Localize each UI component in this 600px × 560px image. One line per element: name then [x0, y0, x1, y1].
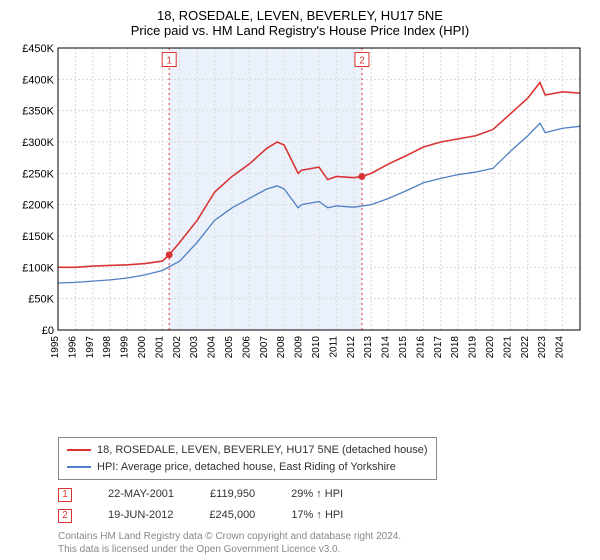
price-chart: £0 £50K £100K £150K £200K £250K £300K £350K £400…: [12, 42, 588, 372]
svg-text:£50K: £50K: [28, 294, 54, 306]
svg-text:£100K: £100K: [22, 262, 54, 274]
title-block: 18, ROSEDALE, LEVEN, BEVERLEY, HU17 5NE …: [12, 8, 588, 38]
svg-text:2019: 2019: [468, 336, 479, 359]
svg-text:1998: 1998: [102, 336, 113, 359]
sale-date: 19-JUN-2012: [108, 505, 173, 526]
legend-swatch-hpi: [67, 466, 91, 468]
svg-text:£300K: £300K: [22, 137, 54, 149]
title-address: 18, ROSEDALE, LEVEN, BEVERLEY, HU17 5NE: [12, 8, 588, 23]
footer: Contains HM Land Registry data © Crown c…: [58, 530, 588, 556]
legend-label-property: 18, ROSEDALE, LEVEN, BEVERLEY, HU17 5NE …: [97, 442, 428, 459]
sales-list: 1 22-MAY-2001 £119,950 29% ↑ HPI 2 19-JU…: [58, 484, 588, 526]
svg-text:2003: 2003: [189, 336, 200, 359]
svg-text:2009: 2009: [294, 336, 305, 359]
legend-swatch-property: [67, 449, 91, 451]
sale-row: 1 22-MAY-2001 £119,950 29% ↑ HPI: [58, 484, 588, 505]
svg-text:1997: 1997: [85, 336, 96, 359]
svg-text:2023: 2023: [537, 336, 548, 359]
svg-text:2012: 2012: [346, 336, 357, 359]
svg-text:£450K: £450K: [22, 43, 54, 55]
sale-price: £245,000: [209, 505, 255, 526]
svg-text:2: 2: [359, 56, 365, 67]
svg-text:1996: 1996: [67, 336, 78, 359]
svg-text:2007: 2007: [259, 336, 270, 359]
svg-text:2001: 2001: [154, 336, 165, 359]
svg-text:2013: 2013: [363, 336, 374, 359]
sale-delta: 17% ↑ HPI: [291, 505, 343, 526]
svg-text:2011: 2011: [328, 336, 339, 358]
svg-text:2018: 2018: [450, 336, 461, 359]
footer-line1: Contains HM Land Registry data © Crown c…: [58, 530, 588, 543]
svg-text:2004: 2004: [207, 336, 218, 359]
svg-text:2002: 2002: [172, 336, 183, 359]
svg-text:2020: 2020: [485, 336, 496, 359]
sale-delta: 29% ↑ HPI: [291, 484, 343, 505]
footer-line2: This data is licensed under the Open Gov…: [58, 543, 588, 556]
legend-item-hpi: HPI: Average price, detached house, East…: [67, 459, 428, 476]
svg-text:2006: 2006: [241, 336, 252, 359]
chart-area: £0 £50K £100K £150K £200K £250K £300K £350K £400…: [12, 42, 588, 431]
sale-row: 2 19-JUN-2012 £245,000 17% ↑ HPI: [58, 505, 588, 526]
svg-text:£150K: £150K: [22, 231, 54, 243]
svg-text:£0: £0: [42, 325, 54, 337]
svg-text:£200K: £200K: [22, 200, 54, 212]
sale-marker-1: 1: [58, 488, 72, 502]
svg-text:£400K: £400K: [22, 74, 54, 86]
svg-text:2010: 2010: [311, 336, 322, 359]
legend-item-property: 18, ROSEDALE, LEVEN, BEVERLEY, HU17 5NE …: [67, 442, 428, 459]
sale-price: £119,950: [210, 484, 255, 505]
svg-text:2022: 2022: [520, 336, 531, 359]
svg-text:2005: 2005: [224, 336, 235, 359]
page-container: 18, ROSEDALE, LEVEN, BEVERLEY, HU17 5NE …: [0, 0, 600, 560]
svg-text:£350K: £350K: [22, 106, 54, 118]
svg-text:2021: 2021: [502, 336, 513, 359]
title-subtitle: Price paid vs. HM Land Registry's House …: [12, 23, 588, 38]
svg-text:2017: 2017: [433, 336, 444, 359]
svg-text:2014: 2014: [381, 336, 392, 359]
svg-text:1: 1: [166, 56, 172, 67]
svg-text:2016: 2016: [415, 336, 426, 359]
sale-date: 22-MAY-2001: [108, 484, 174, 505]
svg-text:2008: 2008: [276, 336, 287, 359]
svg-text:2015: 2015: [398, 336, 409, 359]
sale-marker-2: 2: [58, 509, 72, 523]
svg-text:2024: 2024: [555, 336, 566, 359]
svg-text:2000: 2000: [137, 336, 148, 359]
svg-text:1999: 1999: [120, 336, 131, 359]
svg-text:1995: 1995: [50, 336, 61, 359]
svg-text:£250K: £250K: [22, 168, 54, 180]
legend-label-hpi: HPI: Average price, detached house, East…: [97, 459, 396, 476]
legend: 18, ROSEDALE, LEVEN, BEVERLEY, HU17 5NE …: [58, 437, 437, 480]
